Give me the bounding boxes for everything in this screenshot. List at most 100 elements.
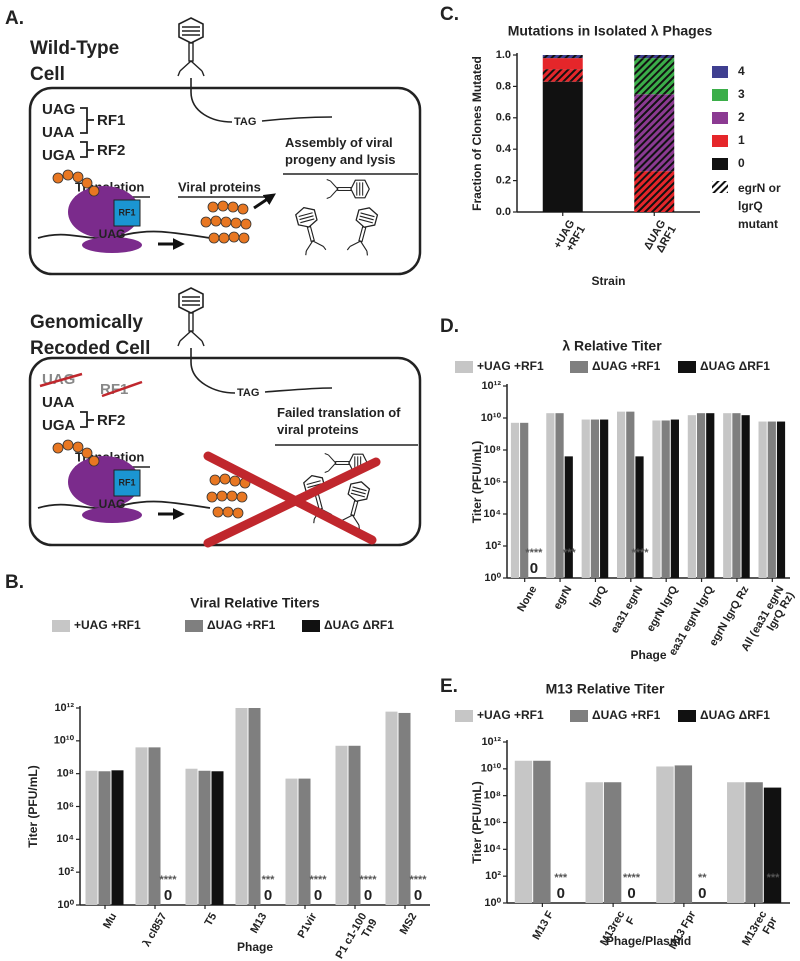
bar-segment-mutant (634, 58, 675, 95)
bar (661, 420, 670, 578)
cell-wall (28, 86, 422, 276)
chart-title: λ Relative Titer (562, 338, 662, 354)
mrna (37, 500, 211, 510)
bar-segment-mutant (634, 55, 675, 59)
bar (585, 782, 603, 903)
y-tick-label: 10¹⁰ (481, 412, 502, 424)
bar-segment-mutant (634, 94, 675, 172)
significance: **** (525, 547, 543, 559)
bar (514, 760, 533, 903)
bar (670, 419, 679, 578)
y-tick-label: 0.6 (496, 112, 511, 124)
rf1-label: RF1 (118, 477, 135, 487)
legend-swatch (712, 181, 728, 193)
bar (732, 413, 741, 578)
value-label: 0 (530, 560, 538, 577)
phage (346, 204, 381, 257)
legend-swatch (712, 112, 728, 124)
bar (727, 782, 745, 903)
legend-label: ΔUAG +RF1 (592, 708, 661, 722)
bar (741, 415, 750, 578)
phage-dna (190, 78, 233, 123)
x-axis-label: Phage/Plasmid (606, 934, 691, 948)
tag-codon: TAG (234, 116, 256, 128)
y-axis-label: Titer (PFU/mL) (470, 441, 484, 523)
y-tick-label: 10¹² (54, 702, 74, 714)
bar (758, 421, 767, 578)
legend-swatch (570, 361, 588, 373)
y-tick-label: 0.2 (496, 175, 511, 187)
bar (723, 413, 732, 578)
phage (177, 287, 205, 347)
value-label: 0 (557, 885, 565, 902)
y-tick-label: 10⁶ (484, 816, 501, 828)
bar (603, 782, 622, 903)
bar (776, 421, 786, 578)
bar (767, 421, 776, 578)
bar (335, 745, 348, 905)
codon: UAA (42, 124, 75, 141)
bar (135, 747, 148, 905)
y-tick-label: 10⁴ (56, 833, 74, 845)
rf1-label: RF1 (118, 207, 135, 217)
mrna (37, 230, 211, 240)
phage-dna (261, 116, 333, 122)
significance: **** (631, 547, 649, 559)
significance: **** (623, 872, 641, 884)
y-tick-label: 10⁰ (57, 899, 74, 911)
legend-swatch (678, 710, 696, 722)
legend-swatch (455, 361, 473, 373)
significance: *** (554, 872, 568, 884)
y-tick-label: 1.0 (496, 49, 511, 61)
ribosome-codon: UAG (99, 227, 126, 241)
bar (617, 411, 626, 578)
y-tick-label: 0.4 (496, 143, 512, 155)
rf1-protein (113, 469, 141, 497)
failure-cross (203, 457, 381, 548)
y-tick-label: 10¹⁰ (54, 735, 75, 747)
legend-swatch (678, 361, 696, 373)
arrow (253, 193, 276, 210)
value-label: 0 (364, 887, 372, 904)
bar (298, 778, 311, 905)
value-label: 0 (314, 887, 322, 904)
y-tick-label: 10² (485, 870, 501, 882)
bar-segment-mutant (542, 69, 583, 82)
y-tick-label: 10⁶ (484, 476, 501, 488)
phage-dna (264, 387, 333, 393)
x-axis-label: Strain (591, 274, 625, 288)
rf1-protein (113, 199, 141, 227)
value-label: 0 (264, 887, 272, 904)
bar (652, 420, 661, 578)
bar (600, 419, 609, 578)
significance: *** (563, 547, 577, 559)
bar (533, 760, 551, 903)
bracket (80, 107, 94, 158)
legend-label: 0 (738, 156, 745, 170)
y-tick-label: 10⁸ (57, 768, 74, 780)
peptide-chain (52, 169, 252, 244)
phage (293, 204, 327, 256)
bar (581, 419, 590, 578)
legend-label: ΔUAG ΔRF1 (700, 708, 770, 722)
legend-swatch (712, 66, 728, 78)
bar (211, 771, 224, 905)
bar (148, 747, 161, 905)
y-tick-label: 0.0 (496, 206, 511, 218)
bar (185, 768, 198, 905)
significance: **** (409, 874, 427, 886)
bar (85, 770, 98, 905)
release-factor: RF1 (97, 112, 125, 129)
legend-swatch (302, 620, 320, 632)
ribosome-small (82, 507, 142, 523)
phage (177, 17, 205, 77)
significance: **** (359, 874, 377, 886)
tag-codon: TAG (237, 387, 259, 399)
ribosome-codon: UAG (99, 497, 126, 511)
value-label: 0 (627, 885, 635, 902)
legend-label: +UAG +RF1 (477, 359, 544, 373)
y-tick-label: 10¹² (481, 380, 501, 392)
step-label: Viral proteins (178, 179, 261, 194)
